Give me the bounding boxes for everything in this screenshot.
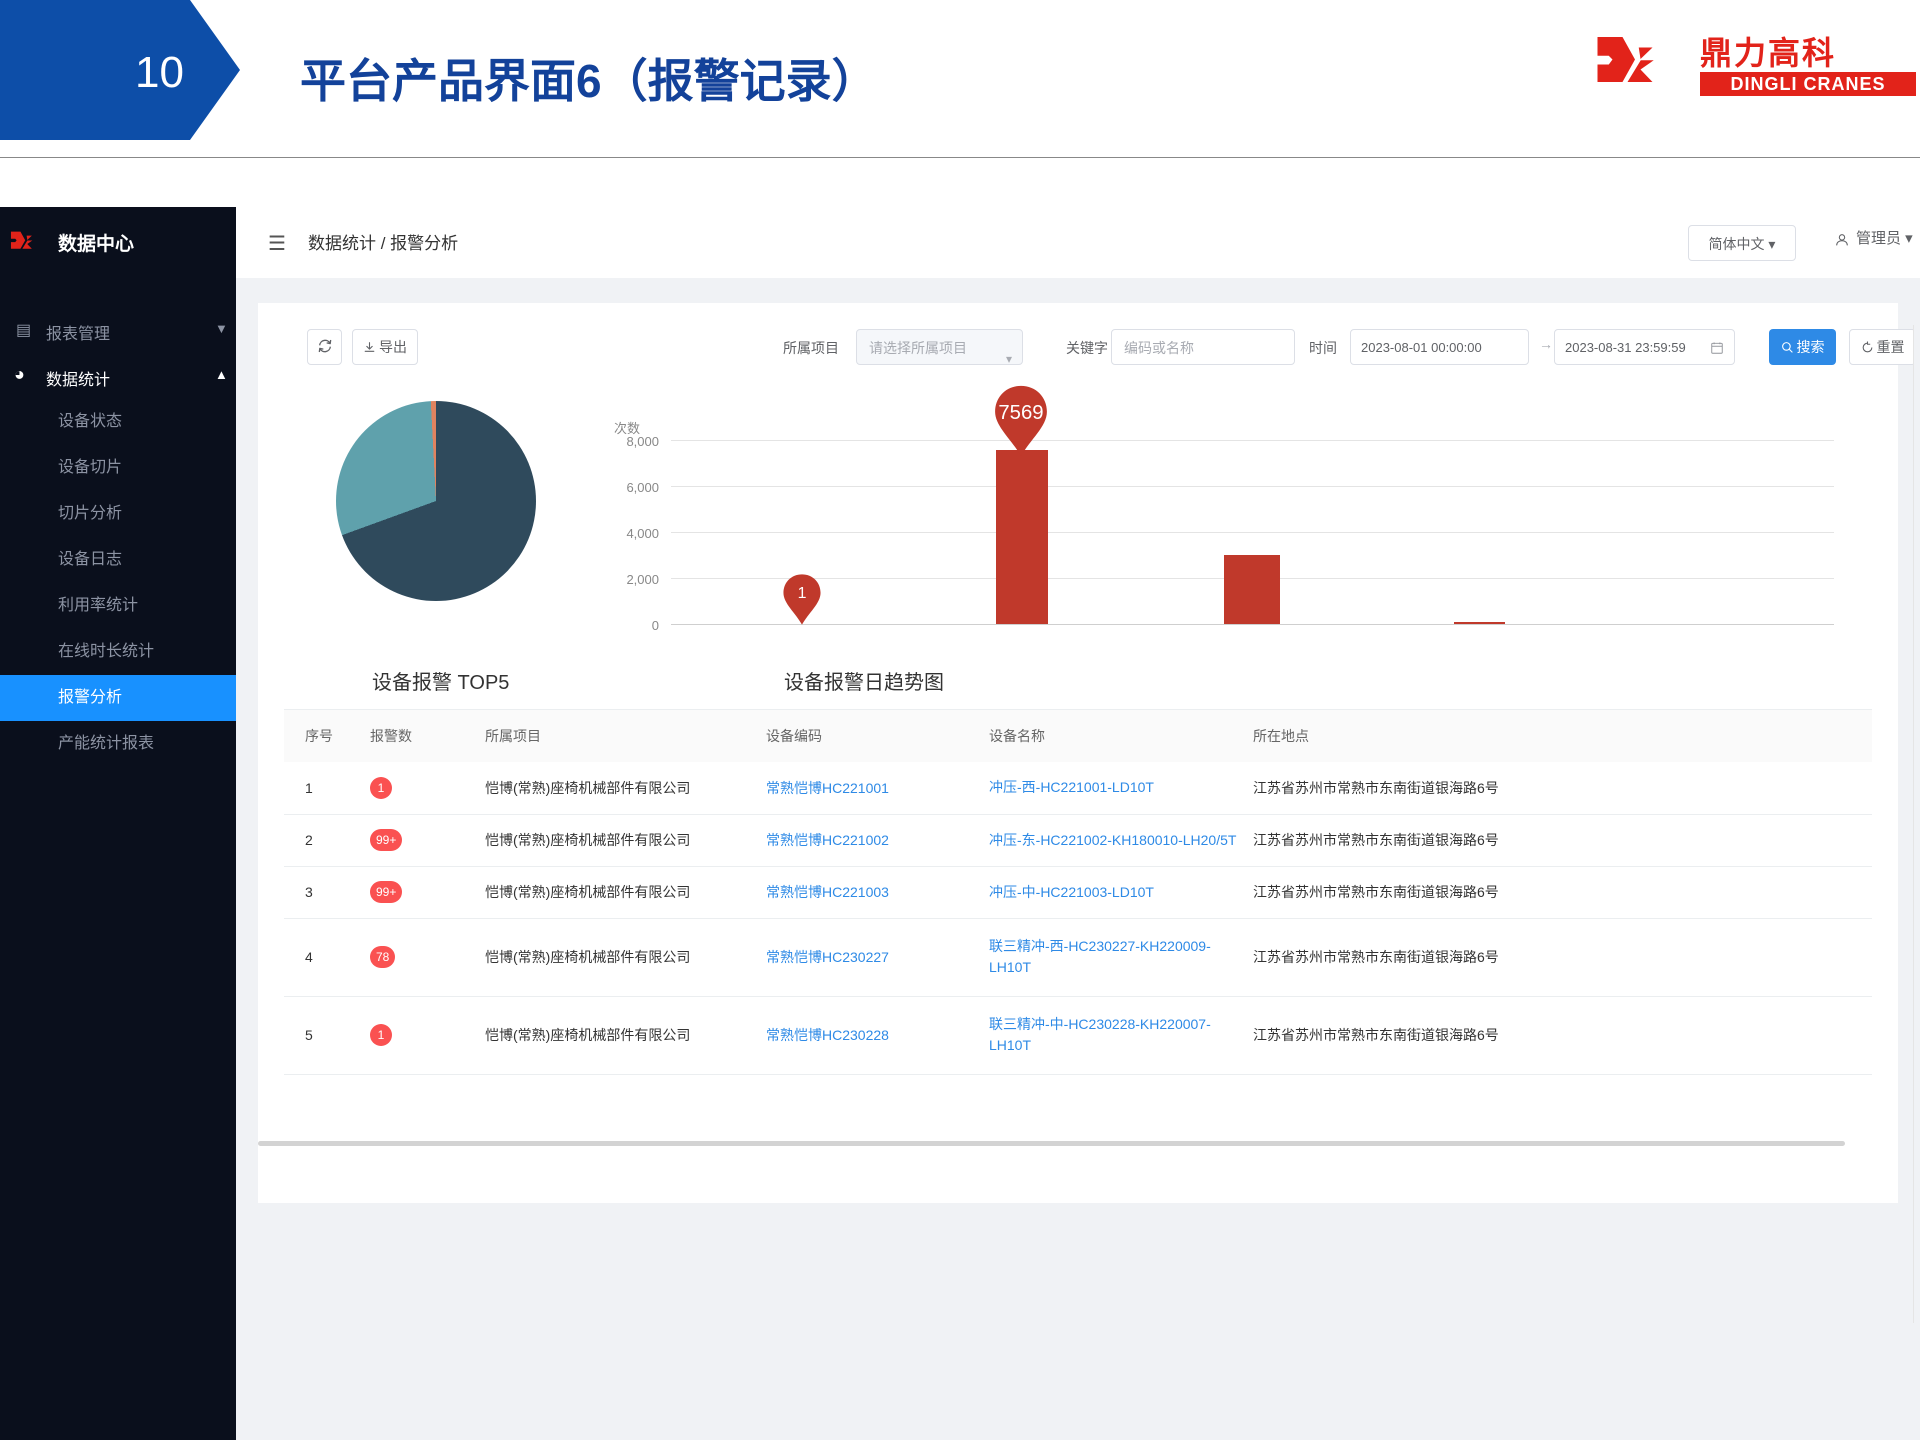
svg-text:1: 1 [798,585,807,602]
svg-text:7569: 7569 [998,402,1043,424]
